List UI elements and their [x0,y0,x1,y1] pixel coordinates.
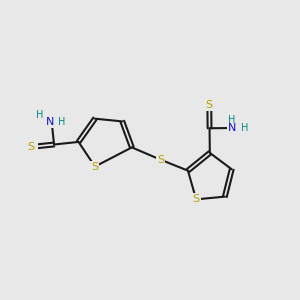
Text: S: S [92,161,98,172]
Text: H: H [228,115,236,125]
Text: S: S [27,142,34,152]
Text: H: H [241,123,248,133]
Text: S: S [206,100,213,110]
Text: N: N [46,117,55,127]
Text: H: H [58,117,65,127]
Text: N: N [228,123,236,133]
Text: S: S [157,155,164,165]
Text: H: H [36,110,43,119]
Text: S: S [193,194,200,204]
